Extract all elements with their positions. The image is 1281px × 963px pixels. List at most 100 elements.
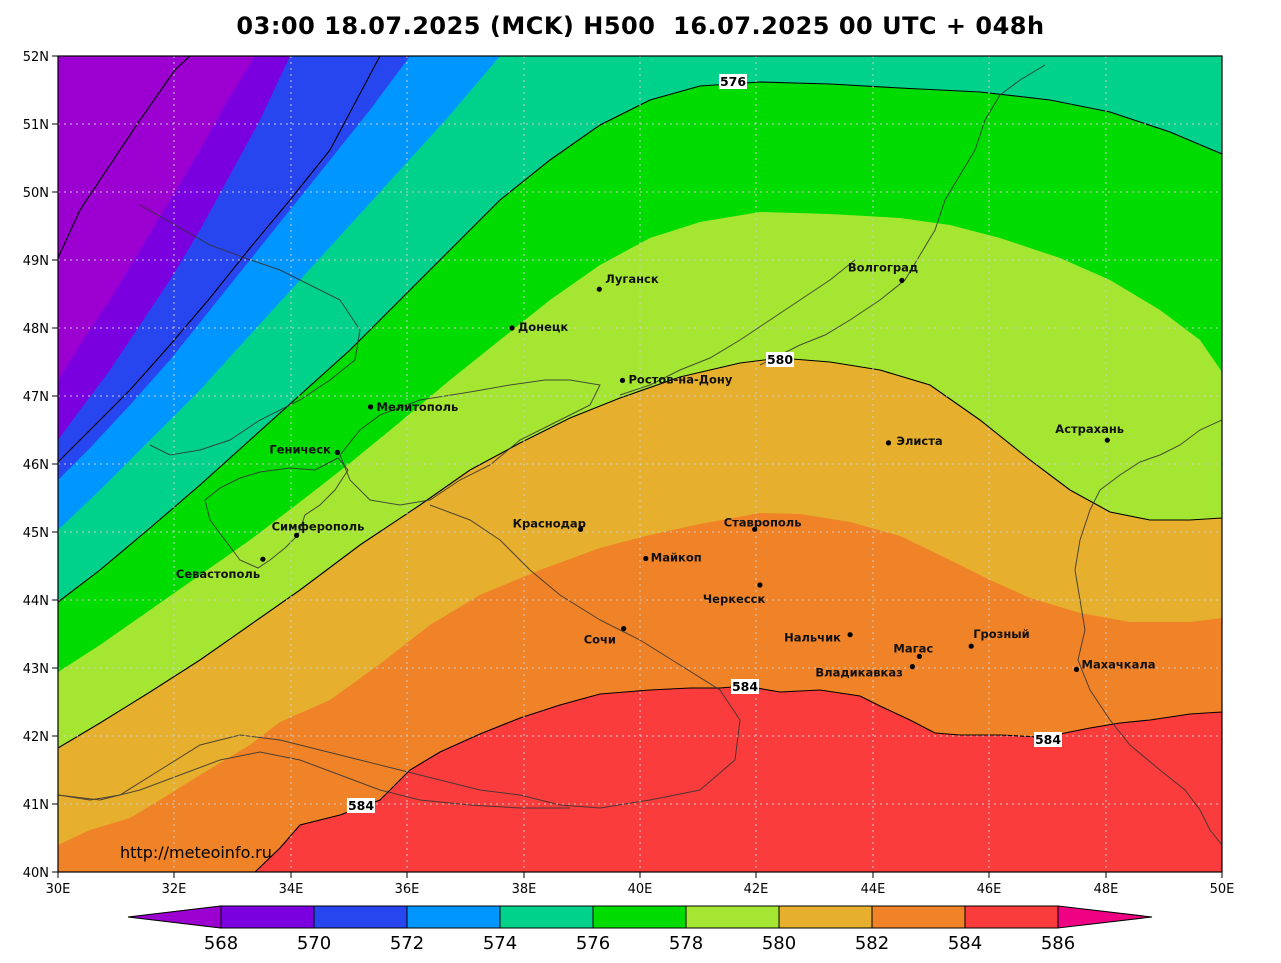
city-label: Астрахань bbox=[1055, 422, 1124, 436]
colorbar: 568 570 572 574 576 578 580 582 584 586 bbox=[127, 905, 1153, 954]
city-label: Севастополь bbox=[176, 567, 260, 581]
city-marker bbox=[643, 555, 649, 562]
turkey-coast bbox=[58, 751, 570, 809]
lat-label: 46N bbox=[23, 458, 49, 473]
lat-label: 52N bbox=[23, 50, 49, 65]
city-label: Симферополь bbox=[272, 519, 365, 533]
band-568 bbox=[58, 56, 255, 380]
lon-label: 50E bbox=[1210, 882, 1235, 897]
source-url: http://meteoinfo.ru bbox=[120, 843, 272, 862]
contour-label-580: 580 bbox=[767, 352, 793, 367]
colorbar-label: 570 bbox=[297, 933, 331, 954]
dnieper-river bbox=[139, 204, 361, 456]
crimea-coast bbox=[204, 457, 349, 569]
longitude-labels: 30E 32E 34E 36E 38E 40E 42E 44E 46E 48E … bbox=[46, 882, 1235, 897]
colorbar-left-arrow bbox=[127, 905, 222, 929]
city-label: Ростов-на-Дону bbox=[629, 372, 733, 386]
lat-label: 43N bbox=[23, 662, 49, 677]
city-marker bbox=[260, 556, 266, 562]
don-river bbox=[619, 259, 856, 396]
black-sea-coast bbox=[58, 504, 741, 809]
colorbar-label: 584 bbox=[948, 933, 982, 954]
city-label: Сочи bbox=[584, 633, 616, 647]
city-marker bbox=[885, 440, 892, 446]
lon-label: 40E bbox=[628, 882, 653, 897]
map-title: 03:00 18.07.2025 (MCK) H500 16.07.2025 0… bbox=[236, 12, 1045, 40]
city-label: Геническ bbox=[269, 442, 331, 456]
contour-568 bbox=[58, 56, 191, 259]
city-marker bbox=[847, 632, 853, 638]
colorbar-swatch-570 bbox=[220, 905, 315, 929]
colorbar-label: 586 bbox=[1041, 933, 1075, 954]
colorbar-label: 578 bbox=[669, 933, 703, 954]
lon-label: 44E bbox=[861, 882, 886, 897]
lat-label: 51N bbox=[23, 118, 49, 133]
contour-576 bbox=[58, 81, 1222, 603]
colorbar-swatch-584 bbox=[871, 905, 966, 929]
colorbar-labels: 568 570 572 574 576 578 580 582 584 586 bbox=[204, 933, 1075, 954]
lon-label: 32E bbox=[162, 882, 187, 897]
volga-river bbox=[759, 64, 1046, 366]
lat-label: 50N bbox=[23, 186, 49, 201]
azov-coast bbox=[339, 379, 601, 506]
city-label: Нальчик bbox=[784, 631, 841, 645]
city-marker bbox=[899, 277, 905, 283]
colorbar-swatch-586 bbox=[964, 905, 1059, 929]
city-marker bbox=[596, 286, 602, 292]
colorbar-label: 572 bbox=[390, 933, 424, 954]
city-marker bbox=[619, 377, 626, 383]
colorbar-label: 574 bbox=[483, 933, 517, 954]
latitude-labels: 52N 51N 50N 49N 48N 47N 46N 45N 44N 43N … bbox=[23, 50, 49, 881]
colorbar-label: 582 bbox=[855, 933, 889, 954]
city-label: Грозный bbox=[973, 627, 1030, 641]
lon-label: 42E bbox=[744, 882, 769, 897]
contour-572 bbox=[58, 56, 381, 463]
colorbar-swatch-582 bbox=[778, 905, 873, 929]
city-marker bbox=[621, 626, 627, 632]
city-marker bbox=[1104, 437, 1110, 443]
cities-layer: Луганск Волгоград Донецк Ростов-на-Дону Мели… bbox=[176, 260, 1156, 679]
city-label: Луганск bbox=[605, 272, 659, 286]
city-label: Майкоп bbox=[651, 551, 702, 565]
contour-label-584: 584 bbox=[348, 798, 374, 813]
city-label: Магас bbox=[893, 641, 933, 655]
city-label: Краснодар bbox=[513, 516, 586, 530]
city-label: Махачкала bbox=[1082, 657, 1156, 671]
colorbar-swatch-574 bbox=[406, 905, 501, 929]
lon-label: 36E bbox=[395, 882, 420, 897]
grid-lines bbox=[58, 56, 1222, 872]
city-marker bbox=[509, 325, 515, 331]
colorbar-swatch-580 bbox=[685, 905, 780, 929]
city-label: Черкесск bbox=[703, 592, 766, 606]
contour-label-576: 576 bbox=[720, 74, 746, 89]
colorbar-swatch-572 bbox=[313, 905, 408, 929]
city-marker bbox=[757, 582, 763, 588]
colorbar-label: 580 bbox=[762, 933, 796, 954]
contour-label-584: 584 bbox=[1035, 732, 1061, 747]
colorbar-swatch-578 bbox=[592, 905, 687, 929]
contour-584 bbox=[254, 685, 1222, 872]
lon-label: 38E bbox=[512, 882, 537, 897]
city-marker bbox=[1073, 666, 1080, 673]
city-marker bbox=[334, 449, 340, 455]
city-marker bbox=[367, 404, 374, 410]
lat-label: 40N bbox=[23, 866, 49, 881]
city-label: Элиста bbox=[897, 434, 943, 448]
city-marker bbox=[294, 532, 300, 539]
city-label: Ставрополь bbox=[724, 515, 802, 529]
city-marker bbox=[968, 643, 974, 649]
lon-label: 46E bbox=[977, 882, 1002, 897]
lat-label: 41N bbox=[23, 798, 49, 813]
lat-label: 48N bbox=[23, 322, 49, 337]
city-label: Владикавказ bbox=[815, 666, 902, 680]
lat-label: 47N bbox=[23, 390, 49, 405]
lat-label: 44N bbox=[23, 594, 49, 609]
tick-marks bbox=[52, 55, 1223, 878]
contour-580 bbox=[58, 357, 1222, 749]
lon-label: 48E bbox=[1094, 882, 1119, 897]
coastlines bbox=[58, 64, 1222, 846]
contour-value-labels: 576 580 584 584 584 bbox=[347, 74, 1062, 813]
city-marker bbox=[578, 526, 584, 532]
lon-label: 30E bbox=[46, 882, 71, 897]
